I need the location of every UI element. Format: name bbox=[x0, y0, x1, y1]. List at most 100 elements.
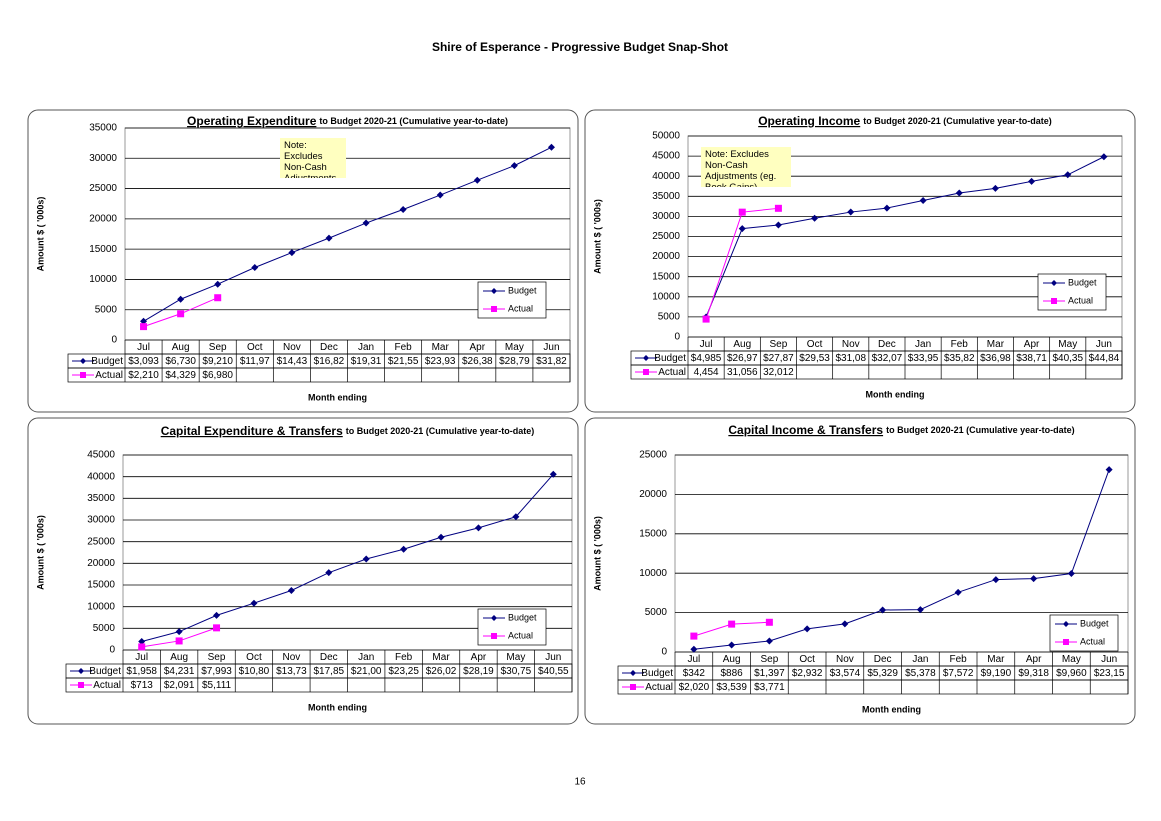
data-point bbox=[474, 524, 482, 532]
chart-title-main: Capital Income & Transfers bbox=[728, 423, 883, 437]
data-point bbox=[916, 606, 924, 614]
x-tick-label: Dec bbox=[878, 339, 896, 350]
table-value: $23,25 bbox=[388, 666, 419, 677]
y-tick-label: 25000 bbox=[652, 231, 680, 242]
legend-marker bbox=[1063, 621, 1069, 627]
table-series-name: Actual bbox=[95, 370, 123, 381]
x-tick-label: Aug bbox=[723, 654, 741, 665]
legend-marker bbox=[491, 288, 497, 294]
note-box: Note: Excludes Non-Cash Adjustments (eg.… bbox=[701, 147, 791, 187]
table-value: 4,454 bbox=[694, 367, 719, 378]
y-tick-label: 10000 bbox=[639, 568, 667, 579]
y-tick-label: 10000 bbox=[87, 601, 115, 612]
data-point bbox=[955, 189, 963, 197]
y-tick-label: 35000 bbox=[87, 493, 115, 504]
table-value: $40,55 bbox=[538, 666, 569, 677]
y-tick-label: 30000 bbox=[652, 211, 680, 222]
data-point bbox=[549, 470, 557, 478]
table-value: $31,08 bbox=[835, 353, 866, 364]
x-tick-label: Oct bbox=[246, 652, 262, 663]
table-value: $6,980 bbox=[202, 370, 233, 381]
data-point bbox=[512, 513, 520, 521]
x-tick-label: Dec bbox=[874, 654, 892, 665]
table-series-name: Actual bbox=[645, 682, 673, 693]
data-point bbox=[213, 624, 221, 632]
data-point bbox=[1105, 466, 1113, 474]
data-point bbox=[175, 637, 183, 645]
y-tick-label: 0 bbox=[109, 645, 115, 656]
y-tick-label: 5000 bbox=[645, 607, 668, 618]
data-point bbox=[547, 143, 555, 151]
data-point bbox=[1064, 171, 1072, 179]
data-point bbox=[175, 628, 183, 636]
data-point bbox=[399, 205, 407, 213]
x-tick-label: Mar bbox=[432, 342, 450, 353]
table-value: $1,397 bbox=[754, 668, 785, 679]
legend-marker bbox=[80, 358, 86, 364]
x-tick-label: Sep bbox=[770, 339, 788, 350]
data-point bbox=[991, 184, 999, 192]
data-point bbox=[473, 176, 481, 184]
table-value: $3,771 bbox=[754, 682, 785, 693]
table-value: 31,056 bbox=[727, 367, 758, 378]
data-point bbox=[738, 208, 746, 216]
y-tick-label: 0 bbox=[111, 335, 117, 346]
data-point bbox=[214, 294, 222, 302]
x-tick-label: Jan bbox=[915, 339, 931, 350]
x-tick-label: Aug bbox=[170, 652, 188, 663]
legend bbox=[1037, 273, 1107, 311]
table-value: $26,97 bbox=[727, 353, 758, 364]
y-tick-label: 10000 bbox=[89, 274, 117, 285]
table-value: $9,210 bbox=[202, 356, 233, 367]
legend-marker bbox=[491, 306, 497, 312]
chart-frame bbox=[584, 109, 1136, 413]
table-value: $4,329 bbox=[165, 370, 196, 381]
data-point bbox=[251, 263, 259, 271]
series-line bbox=[141, 473, 554, 642]
legend-marker bbox=[1051, 280, 1057, 286]
table-value: $4,985 bbox=[691, 353, 722, 364]
x-tick-label: May bbox=[1058, 339, 1077, 350]
x-tick-label: Jul bbox=[137, 342, 150, 353]
note-box: Note: Excludes Non-Cash Adjustments bbox=[280, 138, 346, 178]
data-point bbox=[919, 197, 927, 205]
y-tick-label: 30000 bbox=[89, 153, 117, 164]
x-tick-label: Apr bbox=[1026, 654, 1042, 665]
x-tick-label: Apr bbox=[1024, 339, 1040, 350]
x-tick-label: Dec bbox=[320, 652, 338, 663]
table-series-name: Actual bbox=[658, 367, 686, 378]
x-tick-label: Jan bbox=[358, 652, 374, 663]
legend-label: Actual bbox=[1068, 295, 1093, 305]
data-point bbox=[213, 611, 221, 619]
x-axis-label: Month ending bbox=[308, 392, 367, 402]
data-point bbox=[847, 208, 855, 216]
x-tick-label: Nov bbox=[282, 652, 300, 663]
x-tick-label: Oct bbox=[807, 339, 823, 350]
legend-label: Actual bbox=[508, 303, 533, 313]
x-tick-label: Feb bbox=[395, 342, 413, 353]
table-value: $2,091 bbox=[164, 680, 195, 691]
table-value: $21,00 bbox=[351, 666, 382, 677]
x-tick-label: Mar bbox=[987, 654, 1005, 665]
chart-title: Operating Expenditure to Budget 2020-21 (… bbox=[187, 114, 508, 128]
y-tick-label: 20000 bbox=[87, 558, 115, 569]
legend-label: Actual bbox=[508, 630, 533, 640]
table-value: $10,80 bbox=[239, 666, 270, 677]
table-value: $5,329 bbox=[867, 668, 898, 679]
y-tick-label: 5000 bbox=[658, 312, 681, 323]
y-tick-label: 20000 bbox=[652, 251, 680, 262]
y-tick-label: 30000 bbox=[87, 515, 115, 526]
page-number: 16 bbox=[574, 777, 586, 788]
table-value: $29,53 bbox=[799, 353, 830, 364]
table-value: $21,55 bbox=[388, 356, 419, 367]
table-value: $2,020 bbox=[679, 682, 710, 693]
data-point bbox=[214, 280, 222, 288]
data-point bbox=[803, 625, 811, 633]
table-value: $36,98 bbox=[980, 353, 1011, 364]
legend-label: Budget bbox=[508, 612, 537, 622]
table-value: $6,730 bbox=[165, 356, 196, 367]
table-value: $5,378 bbox=[905, 668, 936, 679]
data-point bbox=[287, 587, 295, 595]
table-value: $9,190 bbox=[981, 668, 1012, 679]
